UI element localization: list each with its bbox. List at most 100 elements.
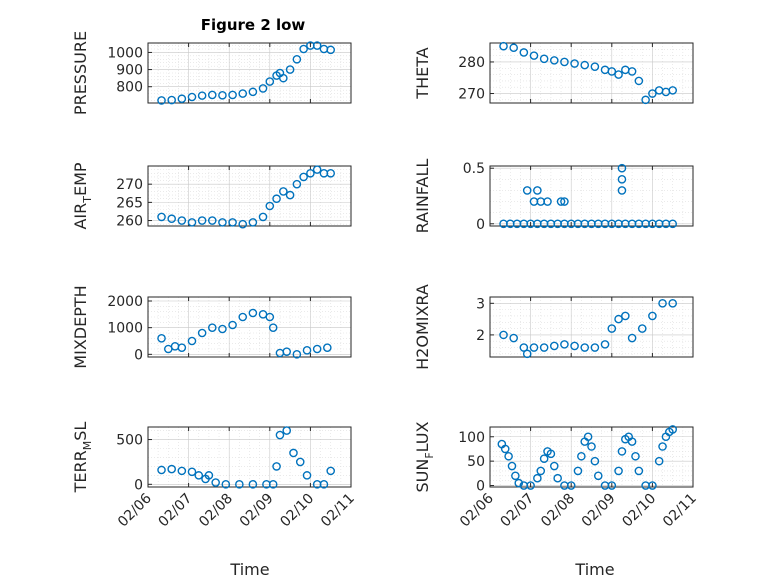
- data-point: [157, 465, 166, 475]
- data-point: [265, 201, 275, 211]
- data-point: [529, 343, 539, 352]
- data-point: [207, 90, 217, 100]
- data-point: [499, 41, 508, 51]
- data-point: [549, 461, 559, 471]
- data-point: [326, 466, 336, 476]
- data-point: [539, 54, 549, 64]
- data-point: [617, 186, 627, 195]
- data-point: [587, 442, 596, 451]
- data-point: [648, 89, 657, 98]
- x-axis-label-left: Time: [229, 560, 269, 579]
- data-point: [292, 350, 302, 359]
- data-point: [157, 212, 166, 222]
- data-point: [607, 67, 617, 76]
- data-point: [580, 343, 590, 352]
- data-point: [590, 456, 600, 466]
- data-point: [533, 186, 542, 195]
- y-tick-label: 0: [134, 477, 143, 493]
- data-point: [519, 48, 529, 57]
- data-point: [302, 346, 312, 355]
- data-point: [570, 341, 579, 351]
- y-tick-label: 2000: [107, 294, 143, 310]
- y-tick-label: 900: [116, 63, 143, 79]
- data-point: [607, 324, 617, 333]
- data-point: [519, 343, 529, 352]
- data-point: [580, 60, 590, 70]
- data-point: [617, 163, 627, 173]
- data-point: [218, 324, 227, 334]
- data-point: [668, 219, 678, 229]
- data-point: [312, 41, 322, 50]
- y-tick-label: 260: [116, 214, 143, 230]
- data-point: [238, 89, 248, 98]
- data-point: [177, 94, 187, 104]
- plot-frame: [147, 165, 352, 227]
- data-point: [526, 481, 535, 490]
- data-point: [560, 197, 569, 206]
- data-point: [560, 340, 569, 349]
- data-point: [228, 90, 237, 100]
- data-point: [593, 471, 603, 481]
- data-point: [658, 299, 667, 308]
- data-point: [543, 197, 552, 206]
- data-point: [634, 466, 644, 476]
- data-point: [248, 308, 258, 318]
- y-tick-label: 500: [116, 433, 143, 449]
- data-point: [549, 56, 559, 65]
- data-point: [218, 218, 227, 227]
- data-point: [207, 216, 217, 225]
- y-tick-label: 50: [467, 454, 485, 470]
- data-point: [279, 187, 288, 196]
- data-point: [654, 456, 664, 466]
- data-point: [627, 67, 637, 76]
- x-tick-label: 02/08: [196, 491, 236, 531]
- data-point: [238, 312, 248, 322]
- data-point: [631, 451, 640, 461]
- data-point: [268, 323, 278, 332]
- data-point: [197, 216, 207, 225]
- x-tick-label: 02/07: [498, 491, 538, 531]
- y-axis-label: H2OMIXRA: [413, 284, 432, 370]
- data-point: [617, 447, 627, 456]
- data-point: [282, 426, 292, 435]
- data-point: [177, 343, 187, 352]
- data-point: [187, 218, 197, 227]
- data-point: [306, 168, 315, 178]
- subplot-air_temp: 260 265 270 AIRTEMP: [71, 162, 352, 230]
- data-point: [292, 54, 302, 64]
- data-point: [556, 197, 566, 206]
- data-point: [499, 330, 508, 340]
- data-point: [637, 324, 647, 333]
- data-point: [235, 480, 244, 489]
- data-point: [590, 62, 600, 71]
- y-tick-label: 100: [458, 430, 485, 446]
- data-point: [549, 341, 559, 351]
- y-tick-label: 3: [476, 296, 485, 312]
- subplot-rainfall: 0 0.5 RAINFALL: [413, 159, 694, 233]
- data-point: [536, 466, 546, 476]
- data-point: [272, 462, 281, 471]
- data-point: [326, 168, 336, 178]
- data-point: [187, 336, 197, 346]
- data-point: [507, 461, 517, 471]
- data-point: [228, 320, 237, 330]
- data-point: [187, 467, 197, 477]
- subplot-sun_flux: 0 50 100 SUNFLUX 02/06 02/07 02/08 02/09 02/10 02…: [413, 421, 700, 530]
- y-tick-label: 0: [476, 217, 485, 233]
- data-point: [292, 179, 302, 189]
- chart-title: Figure 2 low: [201, 16, 306, 34]
- data-point: [648, 311, 657, 321]
- data-point: [546, 449, 556, 459]
- data-point: [312, 165, 322, 174]
- data-point: [522, 349, 532, 359]
- data-point: [228, 218, 237, 227]
- data-point: [539, 454, 549, 464]
- y-tick-label: 1000: [107, 321, 143, 337]
- data-point: [614, 466, 623, 476]
- data-point: [282, 347, 292, 356]
- y-axis-label: PRESSURE: [71, 31, 90, 115]
- data-point: [634, 76, 644, 86]
- data-point: [319, 480, 329, 489]
